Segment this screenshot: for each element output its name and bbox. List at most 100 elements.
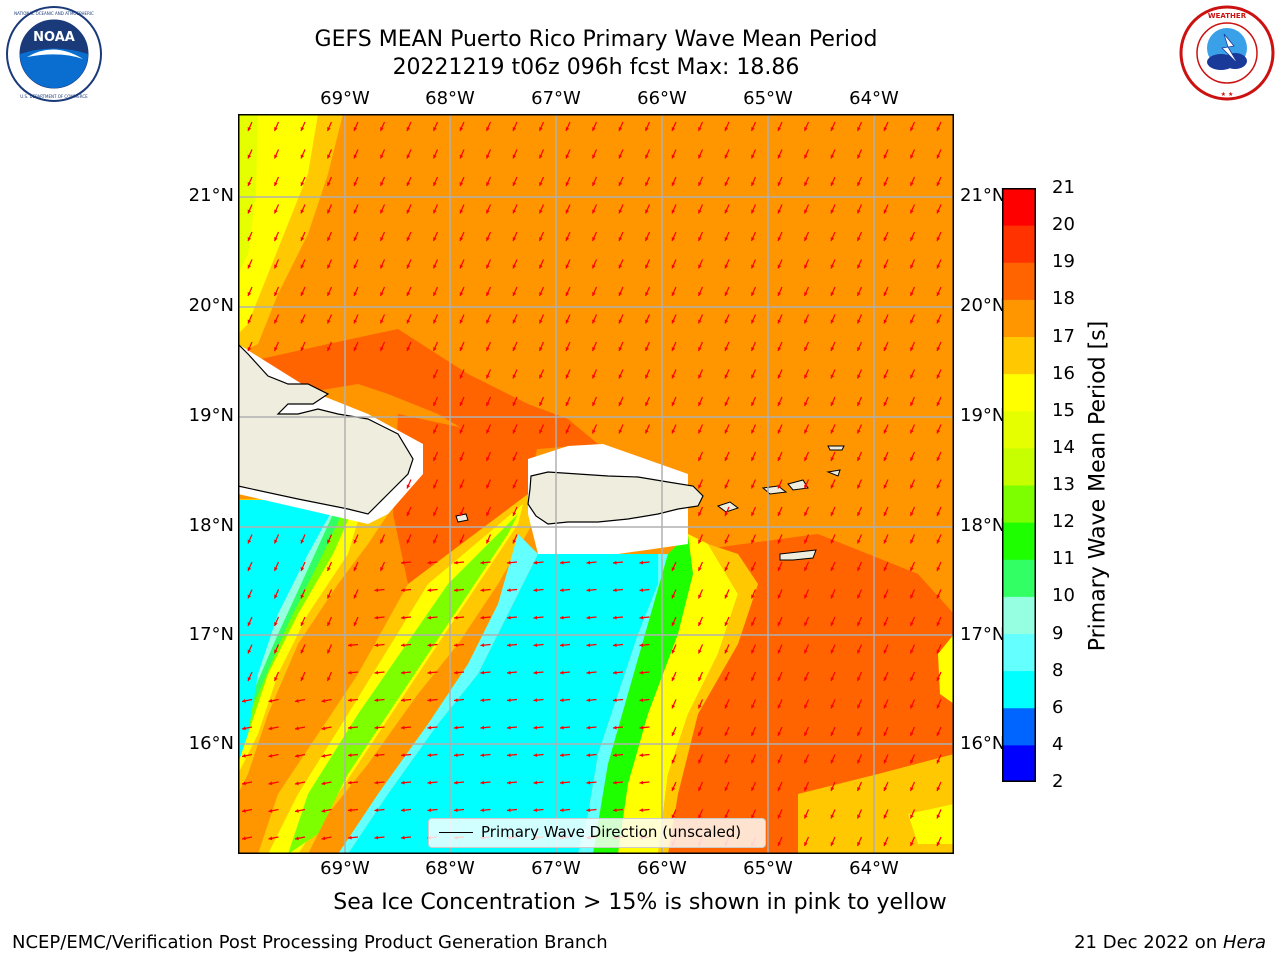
colorbar-segment <box>1002 188 1036 226</box>
colorbar-tick: 13 <box>1052 474 1075 495</box>
lon-tick-bottom: 68°W <box>425 858 475 879</box>
colorbar-tick: 14 <box>1052 436 1075 458</box>
virgin-islands <box>826 469 841 477</box>
lon-tick-bottom: 67°W <box>531 858 581 879</box>
lat-tick-left: 20°N <box>188 295 234 316</box>
lon-tick-top: 68°W <box>425 88 475 109</box>
footer-branch: NCEP/EMC/Verification Post Processing Pr… <box>12 932 608 953</box>
colorbar-tick: 4 <box>1052 733 1064 755</box>
colorbar-segment <box>1002 522 1036 560</box>
colorbar-tick: 17 <box>1052 325 1075 347</box>
colorbar-segment <box>1002 410 1036 449</box>
lon-tick-bottom: 66°W <box>637 858 687 879</box>
colorbar-segment <box>1002 559 1036 597</box>
lon-tick-bottom: 65°W <box>743 858 793 879</box>
st-croix <box>779 549 817 561</box>
period-15-16-field <box>938 634 954 704</box>
colorbar-tick: 9 <box>1052 622 1064 644</box>
map-gridlines <box>238 114 954 854</box>
colorbar-segment <box>1002 707 1036 746</box>
lon-tick-top: 66°W <box>637 88 687 109</box>
colorbar-tick: 18 <box>1052 288 1075 310</box>
colorbar-segment <box>1002 485 1036 523</box>
lat-tick-left: 21°N <box>188 185 234 206</box>
colorbar-segment <box>1002 447 1036 486</box>
chart-title: GEFS MEAN Puerto Rico Primary Wave Mean … <box>314 27 878 52</box>
lon-tick-bottom: 69°W <box>320 858 370 879</box>
period-13-14-field <box>238 114 258 274</box>
colorbar-segment <box>1002 744 1036 782</box>
virgin-islands <box>716 501 740 513</box>
lat-tick-right: 17°N <box>960 624 1006 645</box>
colorbar-segment <box>1002 299 1036 337</box>
colorbar <box>1002 188 1036 782</box>
wave-period-map <box>238 114 954 854</box>
mona-island <box>455 513 469 523</box>
map-frame <box>238 114 954 854</box>
svg-text:★ ★: ★ ★ <box>1221 91 1234 98</box>
lon-tick-top: 67°W <box>531 88 581 109</box>
period-6-8-field <box>238 500 338 764</box>
footer-host: Hera <box>1222 932 1266 953</box>
period-16-17-field <box>658 544 758 854</box>
virgin-islands <box>787 479 809 491</box>
period-8-9-field <box>578 554 668 854</box>
lon-tick-bottom: 64°W <box>849 858 899 879</box>
map-legend: Primary Wave Direction (unscaled) <box>428 818 766 848</box>
noaa-logo: NOAA NATIONAL OCEANIC AND ATMOSPHERIC U.… <box>6 6 102 102</box>
svg-text:NOAA: NOAA <box>33 30 75 45</box>
wave-direction-arrows <box>241 121 942 847</box>
lon-tick-top: 69°W <box>320 88 370 109</box>
virgin-islands <box>827 445 845 451</box>
lat-tick-left: 16°N <box>188 733 234 754</box>
nws-logo: WEATHER ★ ★ <box>1179 5 1275 101</box>
colorbar-segment <box>1002 373 1036 412</box>
lon-tick-top: 65°W <box>743 88 793 109</box>
colorbar-tick: 21 <box>1052 177 1075 198</box>
colorbar-tick: 19 <box>1052 251 1075 273</box>
puerto-rico-land <box>527 471 704 525</box>
colorbar-segment <box>1002 633 1036 672</box>
lat-tick-right: 21°N <box>960 185 1006 206</box>
colorbar-tick: 8 <box>1052 659 1064 681</box>
lat-tick-left: 17°N <box>188 624 234 645</box>
colorbar-segment <box>1002 596 1036 634</box>
colorbar-tick: 2 <box>1052 771 1064 792</box>
period-15-16-field <box>618 534 738 854</box>
lat-tick-right: 18°N <box>960 515 1006 536</box>
svg-text:WEATHER: WEATHER <box>1208 12 1247 20</box>
colorbar-segment <box>1002 336 1036 375</box>
colorbar-tick: 15 <box>1052 399 1075 421</box>
colorbar-tick: 11 <box>1052 548 1075 570</box>
colorbar-tick: 20 <box>1052 214 1075 236</box>
lon-tick-top: 64°W <box>849 88 899 109</box>
lat-tick-right: 16°N <box>960 733 1006 754</box>
period-15-16-field <box>908 804 954 844</box>
legend-line-swatch <box>439 832 473 833</box>
lat-tick-left: 18°N <box>188 515 234 536</box>
chart-subtitle: 20221219 t06z 096h fcst Max: 18.86 <box>392 55 800 80</box>
colorbar-label: Primary Wave Mean Period [s] <box>1085 320 1111 652</box>
footer-date: 21 Dec 2022 on Hera <box>1074 932 1266 953</box>
period-6-8-field <box>348 554 658 854</box>
period-8-9-field <box>338 534 538 854</box>
sea-ice-caption: Sea Ice Concentration > 15% is shown in … <box>333 890 947 915</box>
colorbar-tick: 16 <box>1052 362 1075 384</box>
lat-tick-left: 19°N <box>188 405 234 426</box>
svg-text:U.S. DEPARTMENT OF COMMERCE: U.S. DEPARTMENT OF COMMERCE <box>20 94 88 99</box>
colorbar-segment <box>1002 262 1036 300</box>
lat-tick-right: 19°N <box>960 405 1006 426</box>
period-18-19-field <box>238 329 598 449</box>
lat-tick-right: 20°N <box>960 295 1006 316</box>
period-11-12-field <box>593 534 693 854</box>
hispaniola-land <box>238 343 414 515</box>
colorbar-tick: 12 <box>1052 511 1075 533</box>
period-18-19-field <box>393 414 538 594</box>
colorbar-tick: 6 <box>1052 696 1064 718</box>
legend-label: Primary Wave Direction (unscaled) <box>481 823 742 841</box>
colorbar-segment <box>1002 670 1036 709</box>
period-14-15-field <box>238 114 318 334</box>
svg-text:NATIONAL OCEANIC AND ATMOSPHER: NATIONAL OCEANIC AND ATMOSPHERIC <box>14 11 94 16</box>
colorbar-tick: 10 <box>1052 585 1075 607</box>
colorbar-segment <box>1002 225 1036 263</box>
